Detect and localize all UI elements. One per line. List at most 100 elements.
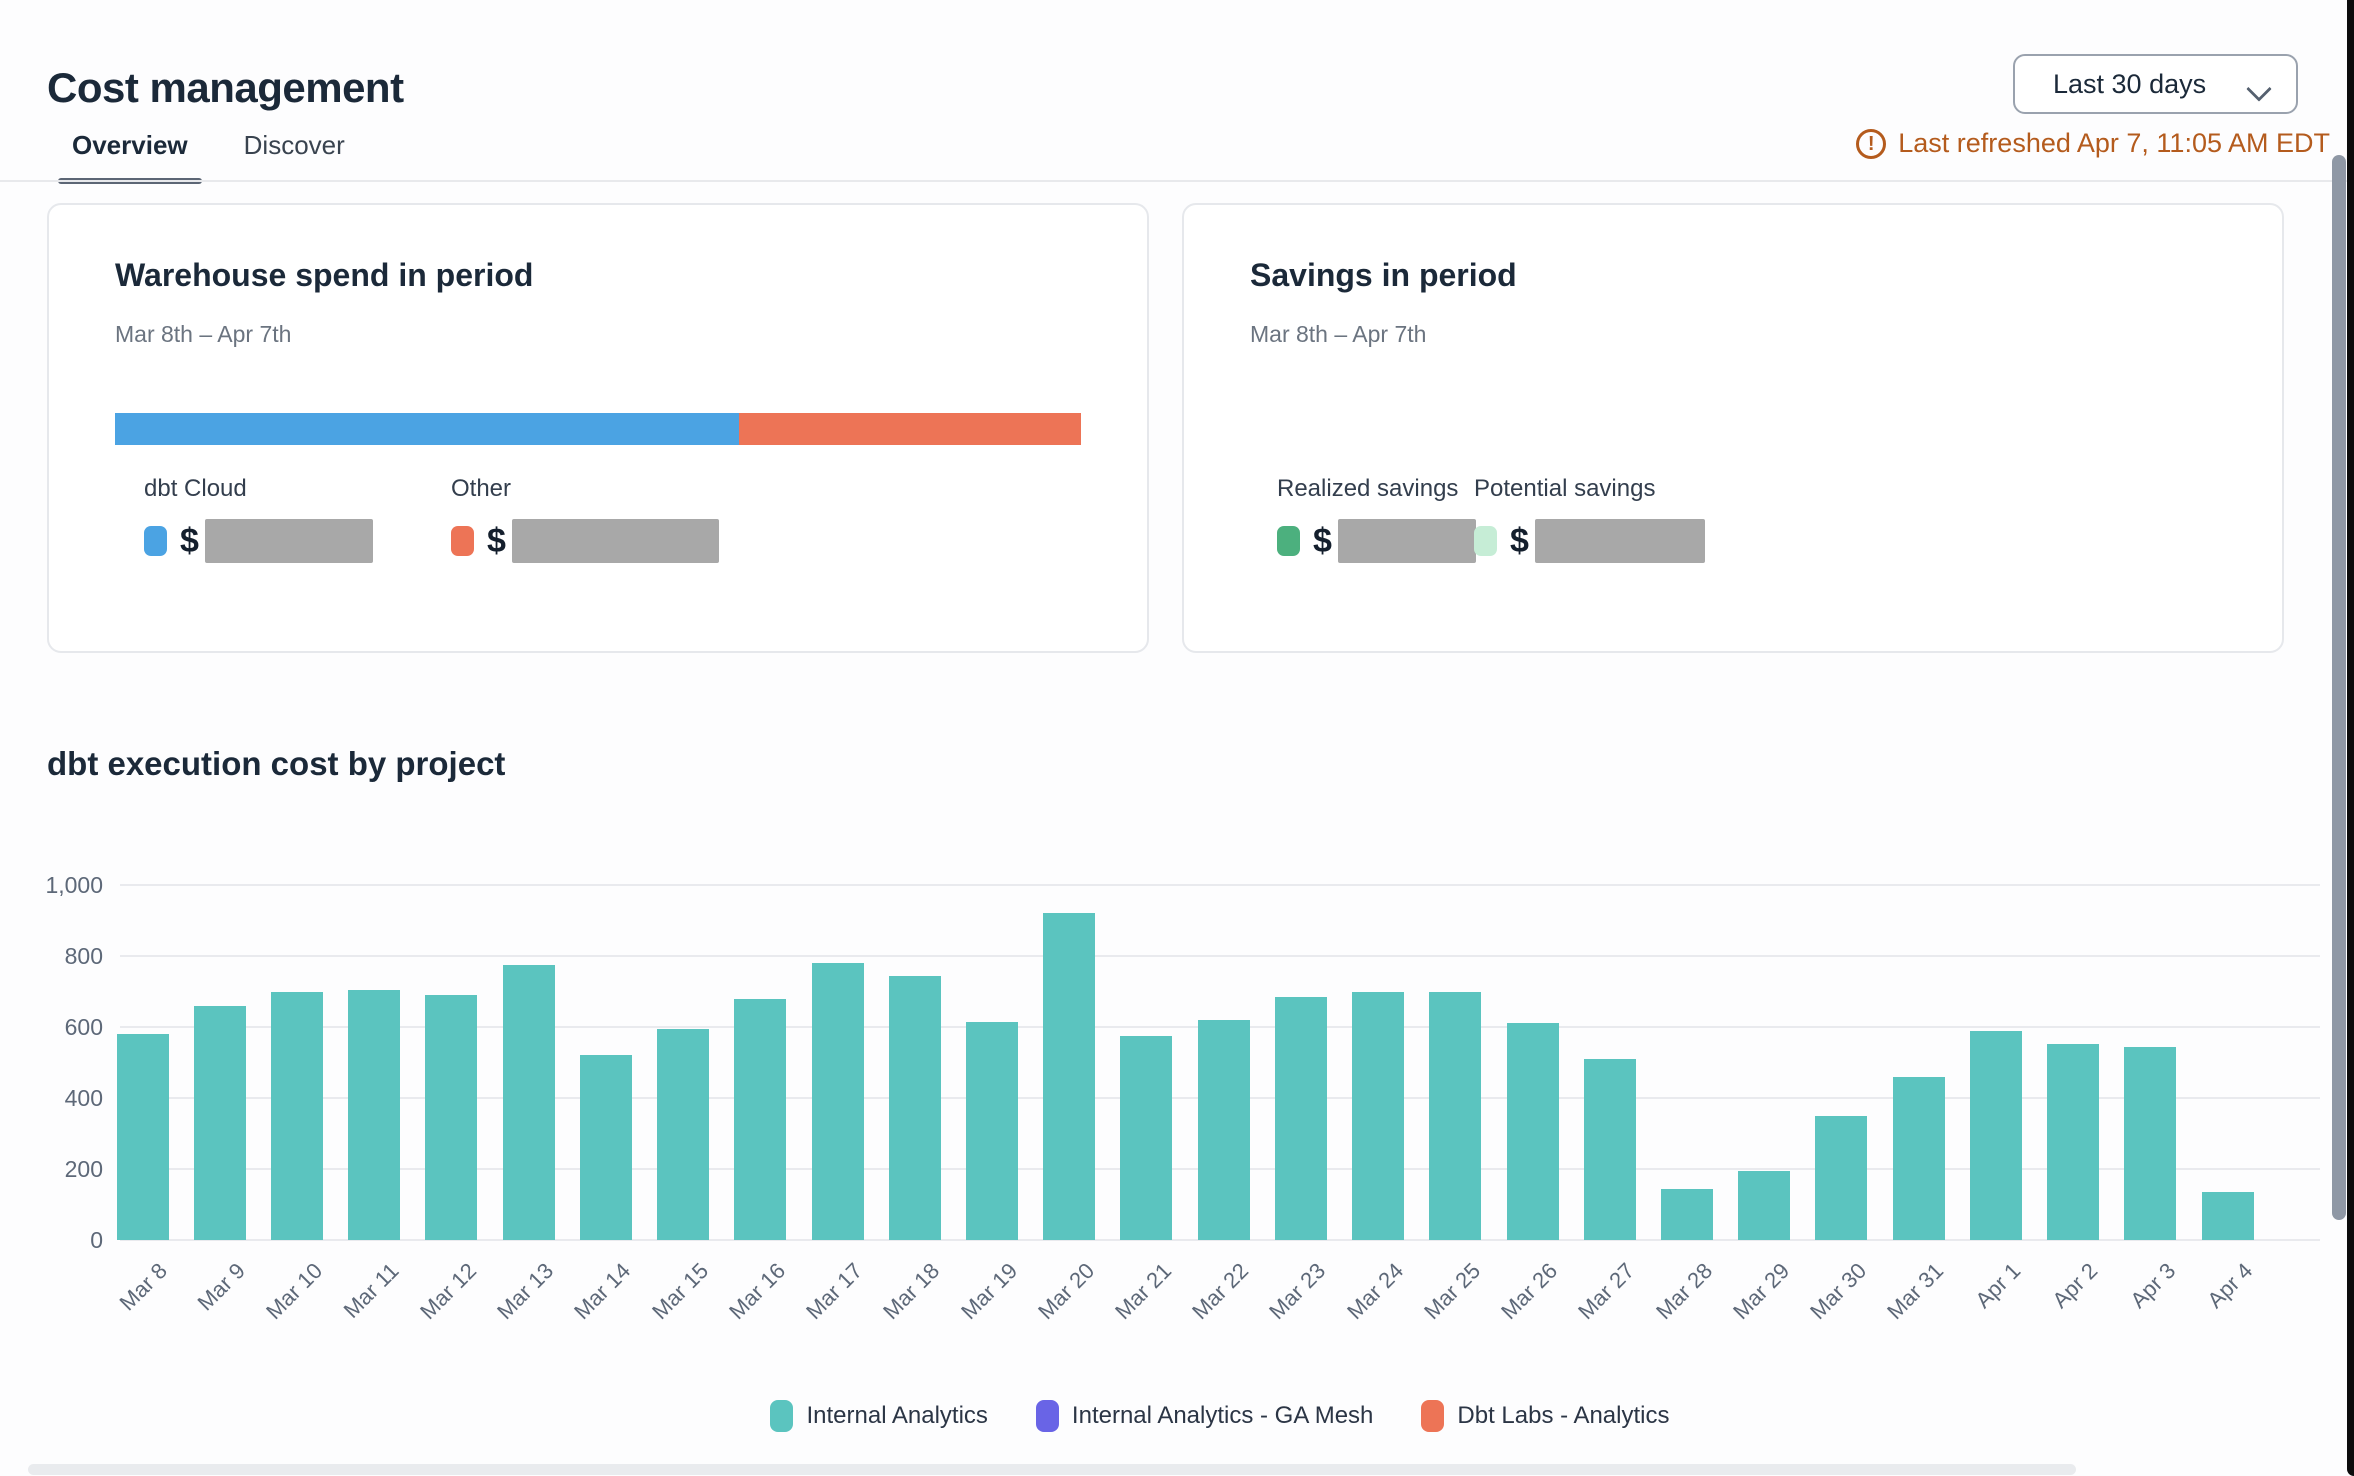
bar-mar-22[interactable] [1197,1019,1250,1240]
x-tick-mar-29: Mar 29 [1726,1248,1803,1338]
chart-legend-item-internal-analytics[interactable]: Internal Analytics [770,1400,988,1432]
bar-mar-9[interactable] [193,1005,246,1240]
x-tick-label-mar-15: Mar 15 [646,1258,713,1325]
x-tick-mar-14: Mar 14 [567,1248,644,1338]
legend-label-realized-savings: Realized savings [1277,475,1459,502]
savings-card-period: Mar 8th – Apr 7th [1250,321,1427,347]
bar-apr-4[interactable] [2201,1192,2254,1240]
x-tick-mar-18: Mar 18 [876,1248,953,1338]
savings-card-spacer [1250,349,2216,445]
savings-legend: Realized savings $ Potential savings $ [1250,475,2216,595]
warehouse-card-title: Warehouse spend in period [115,257,534,293]
legend-label-other: Other [451,475,512,502]
bar-mar-17[interactable] [811,963,864,1240]
x-tick-mar-25: Mar 25 [1417,1248,1494,1338]
bar-mar-30[interactable] [1815,1115,1868,1240]
value-row-dbt-cloud: $ [144,519,373,563]
bar-mar-15[interactable] [657,1028,710,1240]
bar-mar-25[interactable] [1429,991,1482,1240]
x-tick-mar-22: Mar 22 [1185,1248,1262,1338]
bar-slot-apr-3 [2112,885,2189,1240]
alert-circle-icon: ! [1856,128,1887,159]
chart-legend-chip-internal-analytics-ga-mesh [1035,1400,1059,1432]
x-tick-mar-28: Mar 28 [1648,1248,1725,1338]
bar-slot-mar-8 [104,885,181,1240]
chart-legend-chip-internal-analytics [770,1400,794,1432]
bar-slot-mar-16 [722,885,799,1240]
bar-slot-mar-10 [258,885,335,1240]
x-tick-mar-8: Mar 8 [104,1248,181,1338]
bar-mar-11[interactable] [348,989,401,1240]
chevron-down-icon [2246,76,2272,102]
bar-mar-10[interactable] [271,991,324,1240]
chart-legend-label-internal-analytics: Internal Analytics [806,1402,988,1429]
bar-mar-23[interactable] [1274,996,1327,1240]
bar-mar-20[interactable] [1043,913,1096,1240]
cost-chart: 0 200 400 600 800 1,000 Mar 8 Mar 9 Mar 10 Mar 1… [0,860,2354,1476]
x-tick-mar-26: Mar 26 [1494,1248,1571,1338]
bar-slot-mar-23 [1262,885,1339,1240]
gridline-800 [120,955,2320,957]
x-tick-apr-1: Apr 1 [1957,1248,2034,1338]
vertical-scrollbar[interactable] [2332,155,2346,1220]
tab-overview[interactable]: Overview [58,130,202,184]
currency-symbol: $ [180,521,199,560]
x-tick-label-mar-19: Mar 19 [955,1258,1022,1325]
x-tick-label-mar-27: Mar 27 [1573,1258,1640,1325]
tab-discover[interactable]: Discover [243,130,345,160]
bar-mar-18[interactable] [888,975,941,1240]
bar-mar-26[interactable] [1506,1022,1559,1240]
horizontal-scrollbar[interactable] [28,1464,2076,1475]
x-tick-label-mar-20: Mar 20 [1032,1258,1099,1325]
bar-mar-19[interactable] [966,1021,1019,1240]
chart-legend-item-dbt-labs-analytics[interactable]: Dbt Labs - Analytics [1421,1400,1670,1432]
x-tick-mar-17: Mar 17 [799,1248,876,1338]
bar-apr-2[interactable] [2047,1044,2100,1240]
bar-mar-21[interactable] [1120,1035,1173,1240]
last-refreshed-text: Last refreshed Apr 7, 11:05 AM EDT [1898,128,2330,158]
value-row-potential-savings: $ [1474,519,1705,563]
bar-slot-apr-4 [2189,885,2266,1240]
bar-apr-3[interactable] [2124,1046,2177,1240]
bar-mar-27[interactable] [1583,1058,1636,1240]
bar-mar-16[interactable] [734,998,787,1240]
bar-mar-8[interactable] [116,1034,169,1240]
tabs-divider [0,180,2354,182]
x-tick-mar-16: Mar 16 [722,1248,799,1338]
gridline-0 [120,1239,2320,1241]
redacted-value-potential-savings [1534,519,1705,563]
x-tick-mar-21: Mar 21 [1108,1248,1185,1338]
bar-slot-mar-25 [1417,885,1494,1240]
chart-legend-item-internal-analytics-ga-mesh[interactable]: Internal Analytics - GA Mesh [1035,1400,1373,1432]
bar-slot-mar-17 [799,885,876,1240]
y-tick-label-800: 800 [64,943,103,969]
x-tick-mar-30: Mar 30 [1803,1248,1880,1338]
bar-mar-24[interactable] [1352,991,1405,1240]
bar-slot-mar-9 [181,885,258,1240]
chart-legend: Internal Analytics Internal Analytics - G… [120,1400,2320,1432]
bar-mar-31[interactable] [1892,1076,1945,1240]
bar-slot-mar-11 [336,885,413,1240]
x-tick-label-mar-8: Mar 8 [114,1258,173,1316]
x-tick-mar-31: Mar 31 [1880,1248,1957,1338]
date-range-dropdown[interactable]: Last 30 days [2013,54,2298,114]
x-tick-mar-20: Mar 20 [1031,1248,1108,1338]
bar-slot-mar-24 [1340,885,1417,1240]
bar-slot-mar-21 [1108,885,1185,1240]
y-tick-label-1000: 1,000 [45,872,103,898]
bar-mar-14[interactable] [579,1055,632,1240]
legend-chip-potential-savings [1474,526,1497,556]
bar-slot-mar-15 [645,885,722,1240]
bar-mar-29[interactable] [1738,1170,1791,1240]
bar-mar-28[interactable] [1660,1188,1713,1240]
x-tick-label-apr-2: Apr 2 [2047,1258,2103,1313]
x-tick-mar-11: Mar 11 [336,1248,413,1338]
currency-symbol: $ [487,521,506,560]
bar-apr-1[interactable] [1969,1031,2022,1240]
bar-mar-12[interactable] [425,995,478,1240]
x-tick-apr-4: Apr 4 [2189,1248,2266,1338]
x-tick-mar-15: Mar 15 [645,1248,722,1338]
legend-chip-dbt-cloud [144,526,167,556]
bar-mar-13[interactable] [502,964,555,1240]
bar-slot-mar-20 [1031,885,1108,1240]
